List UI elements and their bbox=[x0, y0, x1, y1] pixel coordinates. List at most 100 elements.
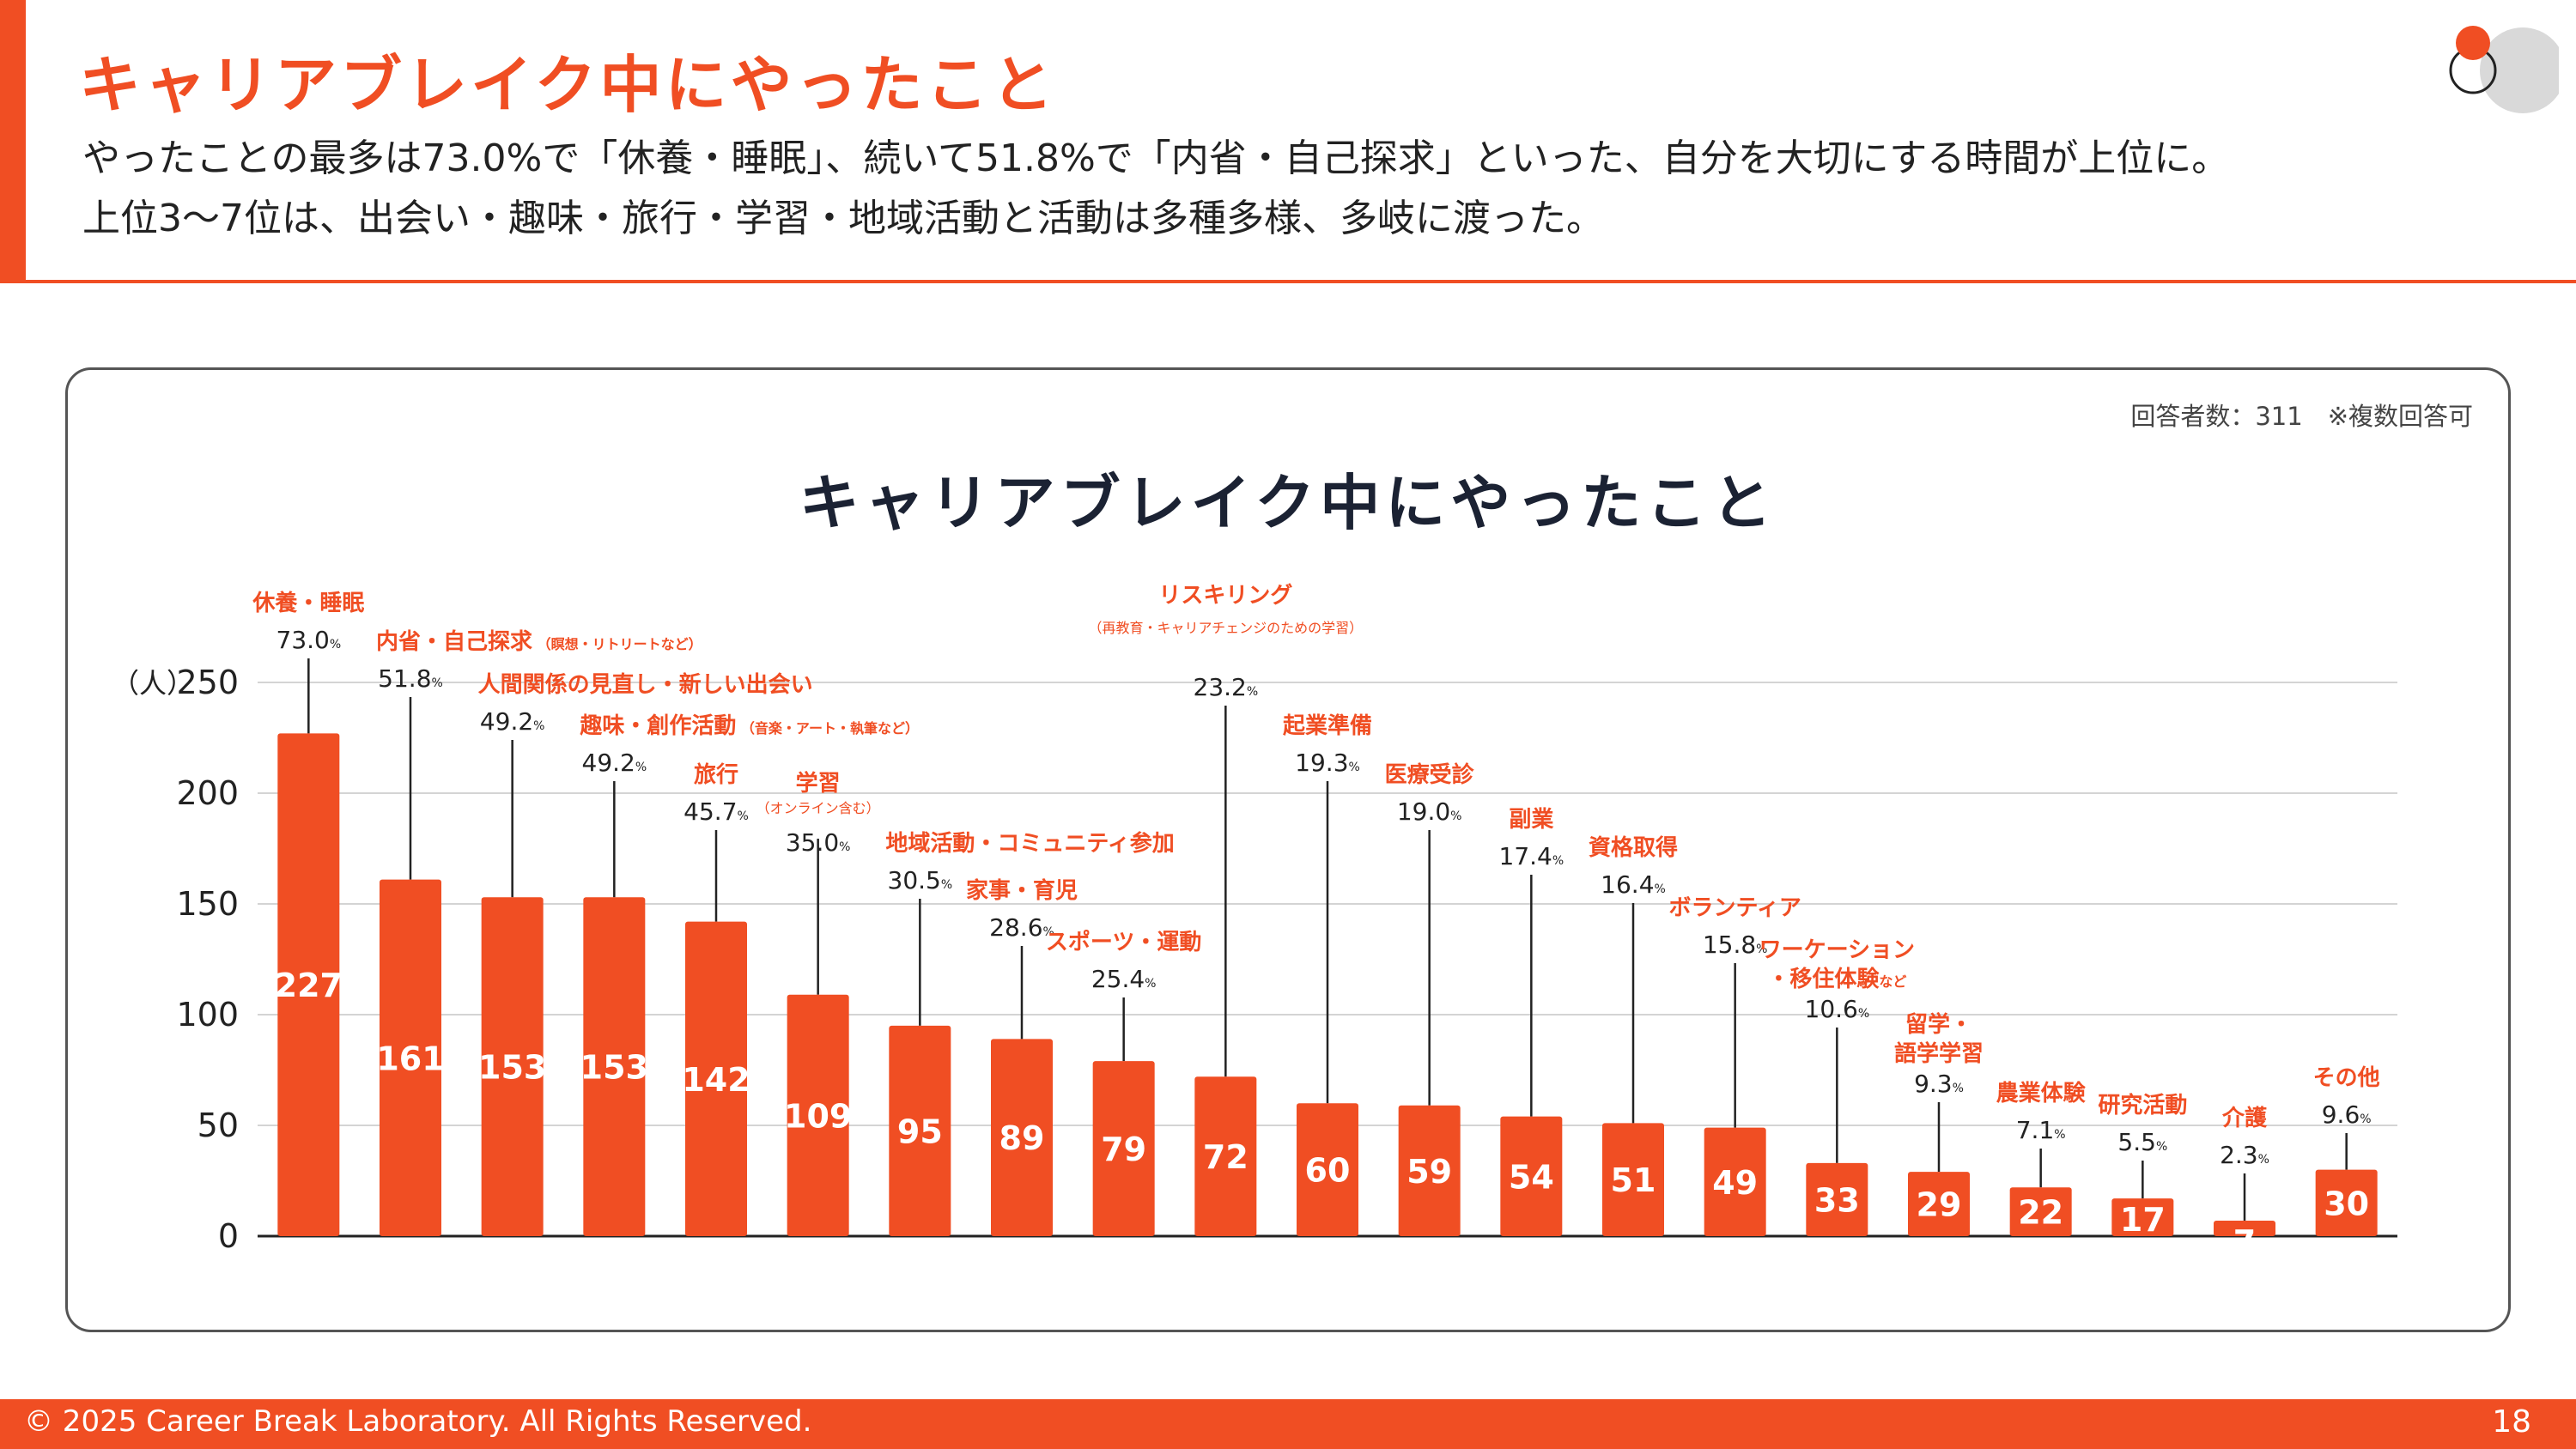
bar-category-label: 旅行 bbox=[694, 761, 738, 788]
bar-value-label: 79 bbox=[1101, 1131, 1146, 1168]
bar-category-label: 人間関係の見直し・新しい出会い bbox=[478, 671, 813, 698]
bar bbox=[1297, 1103, 1358, 1236]
bar-category-label: 医療受診 bbox=[1385, 761, 1475, 788]
bar bbox=[2009, 1187, 2072, 1236]
bar bbox=[481, 897, 544, 1236]
bar-category-label: 介護 bbox=[2221, 1105, 2268, 1131]
bar-value-label: 51 bbox=[1611, 1161, 1656, 1199]
bar-percent-label: 5.5% bbox=[2117, 1128, 2167, 1156]
bar-value-label: 72 bbox=[1203, 1138, 1249, 1176]
bar-category-label: リスキリング bbox=[1158, 583, 1292, 609]
bar bbox=[889, 1025, 951, 1236]
copyright-text: © 2025 Career Break Laboratory. All Righ… bbox=[24, 1404, 812, 1439]
bar-category-label: 資格取得 bbox=[1589, 834, 1678, 861]
bar bbox=[2315, 1169, 2378, 1236]
bar-percent-label: 16.4% bbox=[1601, 870, 1666, 899]
y-tick-label: 100 bbox=[176, 996, 239, 1034]
bar-category-label-2: ・移住体験など bbox=[1767, 966, 1906, 992]
bar-percent-label: 45.7% bbox=[683, 797, 749, 826]
bar-category-label: ボランティア bbox=[1668, 895, 1801, 921]
bar-percent-label: 23.2% bbox=[1194, 673, 1259, 701]
subtitle-line-1: やったことの最多は73.0%で「休養・睡眠」、続いて51.8%で「内省・自己探求… bbox=[82, 136, 2230, 180]
bar-category-label: 学習 bbox=[796, 770, 841, 797]
bar-category-label: 起業準備 bbox=[1283, 712, 1372, 739]
y-tick-label: 250 bbox=[176, 664, 239, 701]
bar-value-label: 142 bbox=[682, 1061, 750, 1099]
bar-percent-label: 9.3% bbox=[1914, 1070, 1964, 1098]
bar-category-note: （再教育・キャリアチェンジのための学習） bbox=[1088, 620, 1363, 636]
bar-percent-label: 2.3% bbox=[2220, 1141, 2269, 1169]
bar bbox=[1806, 1162, 1868, 1236]
bar-category-label: 農業体験 bbox=[1996, 1081, 2087, 1106]
bar-value-label: 30 bbox=[2324, 1185, 2369, 1222]
bar-category-label: 趣味・創作活動 （音楽・アート・執筆など） bbox=[579, 713, 919, 739]
bar-value-label: 33 bbox=[1814, 1181, 1860, 1219]
bar-percent-label: 73.0% bbox=[276, 626, 342, 654]
bar-value-label: 161 bbox=[376, 1040, 444, 1077]
bar bbox=[991, 1039, 1053, 1236]
bar-value-label: 227 bbox=[275, 967, 343, 1004]
y-tick-label: 150 bbox=[176, 885, 239, 923]
bar-value-label: 95 bbox=[897, 1113, 943, 1150]
bar-category-label-2: 語学学習 bbox=[1894, 1040, 1984, 1067]
bar-category-label: 副業 bbox=[1509, 807, 1553, 833]
bar bbox=[1602, 1123, 1664, 1236]
bar-percent-label: 19.3% bbox=[1295, 749, 1360, 777]
bar-percent-label: 10.6% bbox=[1805, 995, 1870, 1023]
page-title: キャリアブレイク中にやったこと bbox=[79, 49, 1057, 121]
bar-category-label: その他 bbox=[2313, 1065, 2380, 1091]
bar-value-label: 29 bbox=[1917, 1186, 1962, 1224]
bar bbox=[277, 733, 340, 1236]
bar-percent-label: 49.2% bbox=[582, 749, 647, 777]
bar-percent-label: 17.4% bbox=[1499, 842, 1564, 870]
bar bbox=[583, 897, 646, 1236]
bar-value-label: 7 bbox=[2233, 1223, 2256, 1261]
bar-value-label: 49 bbox=[1712, 1164, 1758, 1202]
bar-percent-label: 7.1% bbox=[2016, 1116, 2066, 1144]
bar-category-label: 地域活動・コミュニティ参加 bbox=[885, 830, 1174, 857]
bar-value-label: 109 bbox=[784, 1097, 852, 1135]
bar-percent-label: 30.5% bbox=[888, 866, 953, 894]
bar-percent-label: 25.4% bbox=[1091, 965, 1157, 993]
bar-value-label: 60 bbox=[1305, 1152, 1351, 1190]
y-axis-label: （人） bbox=[112, 667, 194, 700]
bar-category-label: 留学・ bbox=[1905, 1011, 1972, 1038]
bar-value-label: 59 bbox=[1406, 1153, 1452, 1191]
bar bbox=[1398, 1105, 1461, 1236]
header-divider bbox=[0, 280, 2576, 283]
bar-category-label: 家事・育児 bbox=[966, 877, 1078, 904]
bar-category-note: （オンライン含む） bbox=[756, 800, 880, 816]
y-tick-label: 0 bbox=[218, 1217, 239, 1255]
bar-percent-label: 49.2% bbox=[480, 707, 545, 736]
bar-category-label: 研究活動 bbox=[2098, 1092, 2187, 1119]
bar-value-label: 153 bbox=[580, 1049, 648, 1087]
bar bbox=[1092, 1061, 1155, 1236]
bar bbox=[2214, 1220, 2275, 1236]
bar-category-label: ワーケーション bbox=[1759, 937, 1915, 963]
subtitle-line-2: 上位3〜7位は、出会い・趣味・旅行・学習・地域活動と活動は多種多様、多岐に渡った… bbox=[82, 197, 1604, 240]
bar-value-label: 22 bbox=[2018, 1194, 2063, 1232]
bar-category-label: 内省・自己探求 （瞑想・リトリートなど） bbox=[376, 628, 702, 655]
bar bbox=[1704, 1127, 1766, 1236]
bar bbox=[685, 921, 747, 1236]
accent-left-bar bbox=[0, 0, 26, 282]
bar-percent-label: 19.0% bbox=[1397, 797, 1462, 826]
page-subtitle: やったことの最多は73.0%で「休養・睡眠」、続いて51.8%で「内省・自己探求… bbox=[82, 129, 2229, 249]
bar bbox=[380, 879, 441, 1236]
bar bbox=[787, 994, 849, 1236]
bar bbox=[1194, 1076, 1257, 1236]
chart-title: キャリアブレイク中にやったこと bbox=[799, 468, 1777, 538]
y-tick-label: 50 bbox=[197, 1106, 239, 1144]
bar-category-label: スポーツ・運動 bbox=[1046, 929, 1201, 955]
page-number: 18 bbox=[2492, 1404, 2531, 1440]
bar-value-label: 54 bbox=[1509, 1158, 1554, 1196]
bar bbox=[2111, 1198, 2174, 1236]
bar-value-label: 153 bbox=[478, 1049, 546, 1087]
bar-value-label: 89 bbox=[999, 1119, 1045, 1157]
bar-percent-label: 35.0% bbox=[786, 828, 851, 857]
brand-logo-icon bbox=[2449, 26, 2559, 113]
y-tick-label: 200 bbox=[176, 774, 239, 812]
bar bbox=[1908, 1172, 1970, 1236]
chart-card bbox=[65, 367, 2511, 1332]
